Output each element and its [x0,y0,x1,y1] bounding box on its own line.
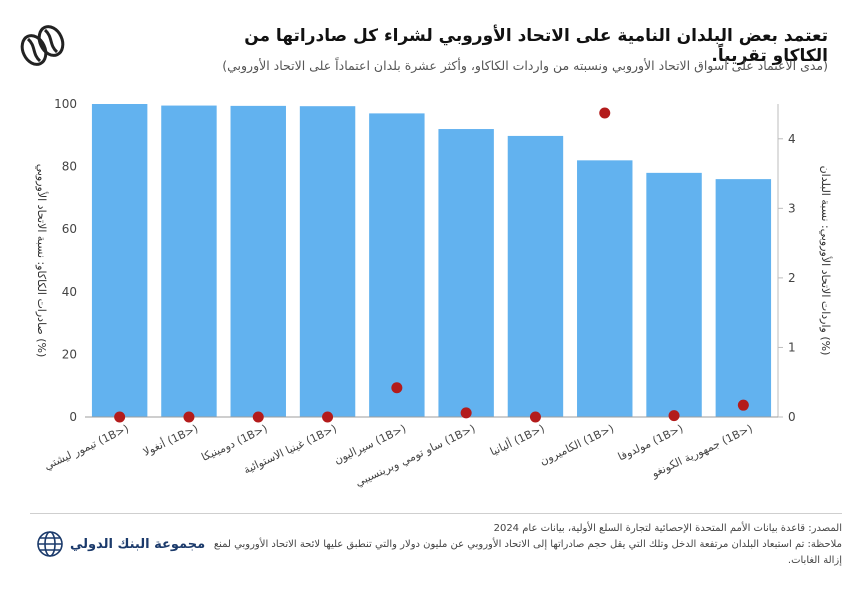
x-category-label: الكاميرون (1B>) [538,422,616,468]
y-right-tick-label: 3 [788,201,796,215]
y-left-tick-label: 60 [62,222,77,236]
data-point [460,407,472,419]
data-point [183,411,195,423]
y-left-axis-title: صادرات الكاكاو: نسبة الاتحاد الأوروبي (%… [35,164,49,358]
chart-subtitle: (مدى الاعتماد على أسواق الاتحاد الأوروبي… [222,58,828,73]
bar [369,113,425,417]
bar [577,160,633,417]
brand-name: مجموعة البنك الدولي [70,536,206,552]
note-text: ملاحظة: تم استبعاد البلدان مرتفعة الدخل … [213,539,842,566]
bar [230,105,286,418]
y-right-axis-title: واردات الاتحاد الأوروبي: نسبة البلدان (%… [819,166,833,356]
data-point [529,411,541,423]
x-category-label: أنغولا (1B>) [141,421,201,459]
bar [646,172,702,417]
y-right-tick-label: 4 [788,132,796,146]
data-point [599,107,611,119]
y-left-tick-label: 80 [62,160,77,174]
x-category-label: ألبانيا (1B>) [488,421,547,458]
y-right-tick-label: 0 [788,410,796,424]
y-right-tick-label: 2 [788,271,796,285]
x-category-label: ساو تومي وبرينسيبي (1B>) [353,422,477,489]
world-bank-logo: مجموعة البنك الدولي [36,530,205,558]
bar [161,105,217,417]
y-left-tick-label: 20 [62,347,77,361]
chart-title: تعتمد بعض البلدان النامية على الاتحاد ال… [244,26,828,66]
y-right-tick-label: 1 [788,340,796,354]
x-category-label: تيمور ليشتي (1B>) [42,422,131,473]
bar [91,104,148,417]
coffee-bean-icon [20,25,65,66]
bar [438,129,494,418]
y-left-tick-label: 40 [62,285,77,299]
footer-divider [30,513,842,514]
bar [299,106,356,417]
data-point [737,399,749,411]
bar [715,179,772,417]
y-left-tick-label: 0 [69,410,77,424]
y-left-tick-label: 100 [54,97,77,111]
footer-source: المصدر: قاعدة بيانات الأمم المتحدة الإحص… [202,521,842,569]
data-point [322,411,334,423]
bar [507,135,564,417]
globe-icon [37,531,63,557]
data-point [114,411,126,423]
data-point [391,382,403,394]
source-text: المصدر: قاعدة بيانات الأمم المتحدة الإحص… [493,523,842,534]
data-point [668,410,680,422]
data-point [252,411,264,423]
chart: 0 20 40 60 80 100 0 1 2 3 4 صادرات الكاكاو: نسبة ال… [35,97,833,489]
